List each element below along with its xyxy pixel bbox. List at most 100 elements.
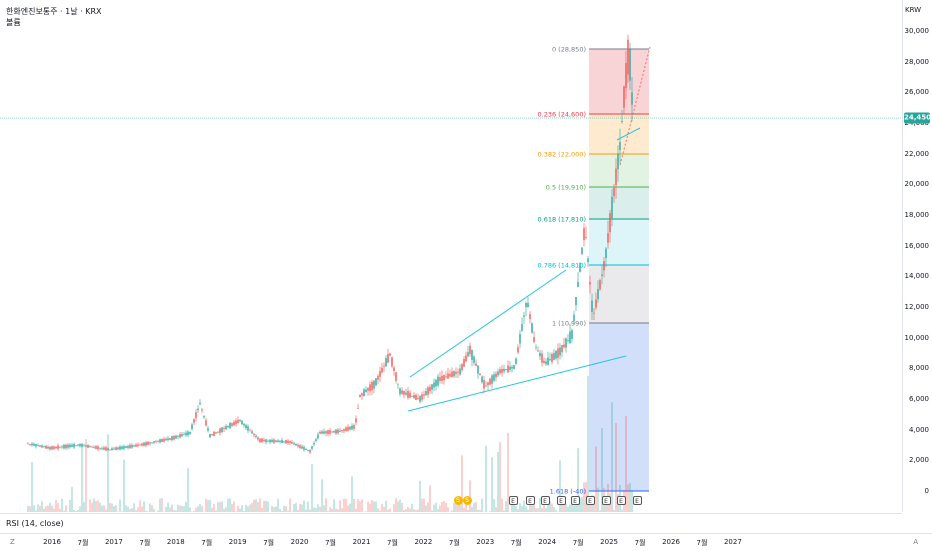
candle-body	[273, 440, 274, 443]
candle-body	[621, 121, 622, 122]
volume-bar	[337, 509, 338, 512]
earnings-badge[interactable]: E	[602, 496, 611, 505]
earnings-badge[interactable]: E	[526, 496, 535, 505]
volume-bar	[613, 510, 614, 512]
candle-body	[145, 442, 146, 445]
volume-bar	[425, 505, 426, 512]
candle-body	[605, 249, 606, 258]
candle-body	[261, 439, 262, 443]
volume-bar	[525, 507, 526, 512]
candle-body	[425, 391, 426, 395]
volume-bar	[307, 502, 308, 512]
volume-bar	[233, 501, 234, 512]
volume-bar	[629, 483, 630, 512]
candle-body	[471, 350, 472, 360]
candle-body	[613, 188, 614, 196]
volume-bar	[401, 503, 402, 512]
earnings-badge[interactable]: E	[509, 496, 518, 505]
candle-body	[53, 446, 54, 448]
volume-bar	[69, 500, 70, 512]
candle-body	[253, 434, 254, 435]
volume-bar	[479, 510, 480, 512]
currency-button[interactable]: KRW	[905, 6, 921, 14]
earnings-badge[interactable]: E	[541, 496, 550, 505]
candle-body	[421, 394, 422, 399]
volume-bar	[395, 498, 396, 512]
volume-bar	[187, 468, 188, 512]
price-axis-label: 6,000	[909, 395, 929, 403]
earnings-badge[interactable]: E	[571, 496, 580, 505]
candle-body	[115, 447, 116, 450]
candle-body	[67, 445, 68, 448]
candle-body	[497, 372, 498, 376]
volume-bar	[115, 505, 116, 512]
earnings-badge[interactable]: E	[586, 496, 595, 505]
time-axis-label: 2018	[167, 538, 185, 546]
candle-body	[289, 441, 290, 443]
volume-bar	[369, 504, 370, 512]
candle-body	[587, 258, 588, 262]
zoom-button[interactable]: Z	[10, 538, 15, 546]
candle-body	[155, 441, 156, 442]
rsi-label[interactable]: RSI (14, close)	[6, 519, 64, 528]
candle-body	[537, 351, 538, 352]
volume-bar	[29, 506, 30, 512]
candle-body	[295, 444, 296, 446]
volume-bar	[101, 506, 102, 512]
volume-bar	[245, 505, 246, 512]
dividend-badge[interactable]: S	[463, 496, 472, 505]
candle-body	[501, 369, 502, 373]
volume-bar	[305, 510, 306, 512]
rsi-pane[interactable]: RSI (14, close)	[0, 513, 902, 534]
earnings-badge[interactable]: E	[617, 496, 626, 505]
candle-body	[569, 332, 570, 344]
time-axis-label: 7월	[573, 538, 584, 548]
candle-body	[487, 382, 488, 385]
price-axis-label: 18,000	[905, 211, 930, 219]
auto-scale-button[interactable]: A	[913, 538, 918, 546]
chart-pane[interactable]: 한화엔진보통주 · 1날 · KRX 볼륨 0 (28,850)0.236 (2…	[0, 0, 902, 512]
volume-bar	[333, 499, 334, 512]
price-axis[interactable]: 30,00028,00026,00024,00022,00020,00018,0…	[902, 0, 932, 512]
volume-label[interactable]: 볼륨	[6, 17, 21, 28]
volume-bar	[223, 509, 224, 512]
fib-level-label: 0.786 (14,810)	[538, 261, 587, 269]
candle-body	[237, 420, 238, 423]
candle-body	[197, 409, 198, 410]
fib-zone-extension	[589, 323, 649, 491]
volume-bar	[451, 510, 452, 512]
price-chart[interactable]	[0, 0, 902, 512]
volume-bar	[197, 506, 198, 512]
candle-body	[427, 387, 428, 394]
candle-body	[35, 444, 36, 446]
volume-bar	[579, 498, 580, 512]
volume-bar	[271, 506, 272, 512]
volume-bar	[109, 503, 110, 512]
candle-body	[377, 376, 378, 380]
volume-bar	[45, 506, 46, 512]
time-axis-label: 2026	[662, 538, 680, 546]
volume-bar	[611, 402, 612, 512]
volume-bar	[437, 509, 438, 512]
candle-body	[489, 379, 490, 385]
volume-bar	[205, 499, 206, 512]
volume-bar	[453, 503, 454, 512]
earnings-badge[interactable]: E	[557, 496, 566, 505]
candle-body	[111, 448, 112, 450]
candle-body	[247, 426, 248, 430]
volume-bar	[499, 442, 500, 512]
candle-body	[419, 396, 420, 402]
earnings-badge[interactable]: E	[633, 496, 642, 505]
volume-bar	[103, 505, 104, 512]
candle-body	[207, 428, 208, 431]
volume-bar	[59, 509, 60, 512]
volume-bar	[279, 509, 280, 512]
volume-bar	[351, 476, 352, 512]
time-axis-label: 7월	[635, 538, 646, 548]
volume-bar	[159, 499, 160, 512]
dividend-badge[interactable]: S	[454, 496, 463, 505]
volume-bar	[79, 506, 80, 512]
candle-body	[69, 445, 70, 447]
volume-bar	[315, 508, 316, 512]
